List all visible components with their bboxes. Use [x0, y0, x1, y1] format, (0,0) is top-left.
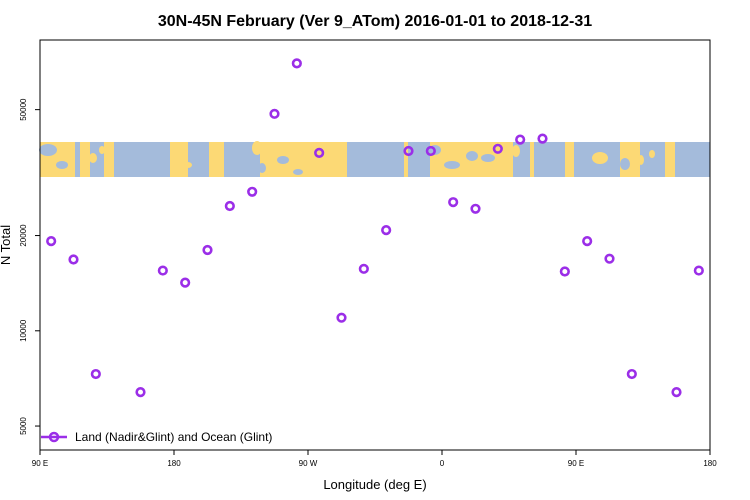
data-point: [537, 133, 548, 144]
map-ocean-segment: [534, 142, 565, 177]
map-landmass-detail: [184, 162, 192, 168]
x-tick-label: 180: [703, 459, 717, 468]
map-landmass-detail: [592, 152, 608, 164]
x-tick-label: 90 E: [32, 459, 48, 468]
x-tick-label: 90 W: [299, 459, 318, 468]
data-point: [314, 147, 325, 158]
data-point: [448, 197, 459, 208]
y-tick-label: 5000: [19, 417, 28, 435]
data-point: [135, 387, 146, 398]
data-point: [582, 236, 593, 247]
data-point: [358, 263, 369, 274]
map-landmass-detail: [512, 145, 520, 157]
map-landmass-detail: [39, 144, 57, 156]
data-point: [157, 265, 168, 276]
data-point: [68, 254, 79, 265]
y-tick-label: 20000: [19, 224, 28, 247]
map-ocean-segment: [114, 142, 170, 177]
data-point: [269, 108, 280, 119]
data-point: [381, 225, 392, 236]
x-tick-label: 180: [167, 459, 181, 468]
data-point: [90, 368, 101, 380]
data-point: [180, 277, 191, 288]
data-point: [515, 134, 526, 145]
map-landmass-detail: [252, 141, 262, 155]
map-landmass-detail: [89, 153, 97, 163]
map-landmass-detail: [99, 146, 105, 154]
map-ocean-segment: [188, 142, 209, 177]
x-tick-label: 0: [440, 459, 445, 468]
world-map-background: [39, 141, 710, 177]
map-landmass-detail: [258, 163, 266, 173]
data-point: [671, 387, 682, 398]
y-axis-label: N Total: [0, 225, 13, 265]
map-ocean-segment: [640, 142, 665, 177]
map-landmass-detail: [466, 151, 478, 161]
map-landmass-detail: [444, 161, 460, 169]
map-landmass-detail: [638, 155, 644, 165]
data-point: [336, 312, 347, 323]
map-ocean-segment: [75, 142, 80, 177]
data-point: [492, 143, 503, 154]
data-point: [46, 236, 57, 247]
data-point: [626, 368, 637, 380]
legend-label: Land (Nadir&Glint) and Ocean (Glint): [75, 430, 272, 444]
map-landmass-detail: [649, 150, 655, 158]
map-landmass-detail: [620, 158, 630, 170]
data-point: [291, 58, 302, 69]
map-landmass-detail: [56, 161, 68, 169]
map-landmass-detail: [481, 154, 495, 162]
y-tick-label: 50000: [19, 98, 28, 121]
plot-frame: [39, 39, 711, 451]
data-point: [693, 265, 704, 276]
map-landmass-detail: [277, 156, 289, 164]
data-point: [425, 145, 436, 157]
legend: Land (Nadir&Glint) and Ocean (Glint): [41, 430, 272, 444]
map-landmass-detail: [293, 169, 303, 175]
data-point: [403, 145, 414, 157]
x-axis-label: Longitude (deg E): [323, 477, 426, 492]
data-point: [247, 186, 258, 197]
data-points: [46, 58, 704, 398]
legend-marker: [48, 431, 60, 443]
map-ocean-segment: [347, 142, 404, 177]
y-tick-label: 10000: [19, 319, 28, 342]
data-point: [202, 244, 213, 256]
data-point: [559, 266, 570, 277]
map-ocean-segment: [675, 142, 710, 177]
axis-ticks: 90 E 180 90 W 0 90 E 180 5000 10000 20000 50000: [19, 98, 717, 468]
data-point: [470, 203, 481, 214]
x-tick-label: 90 E: [568, 459, 584, 468]
chart-title: 30N-45N February (Ver 9_ATom) 2016-01-01…: [158, 13, 592, 30]
data-point: [604, 253, 615, 264]
data-point: [224, 200, 235, 212]
